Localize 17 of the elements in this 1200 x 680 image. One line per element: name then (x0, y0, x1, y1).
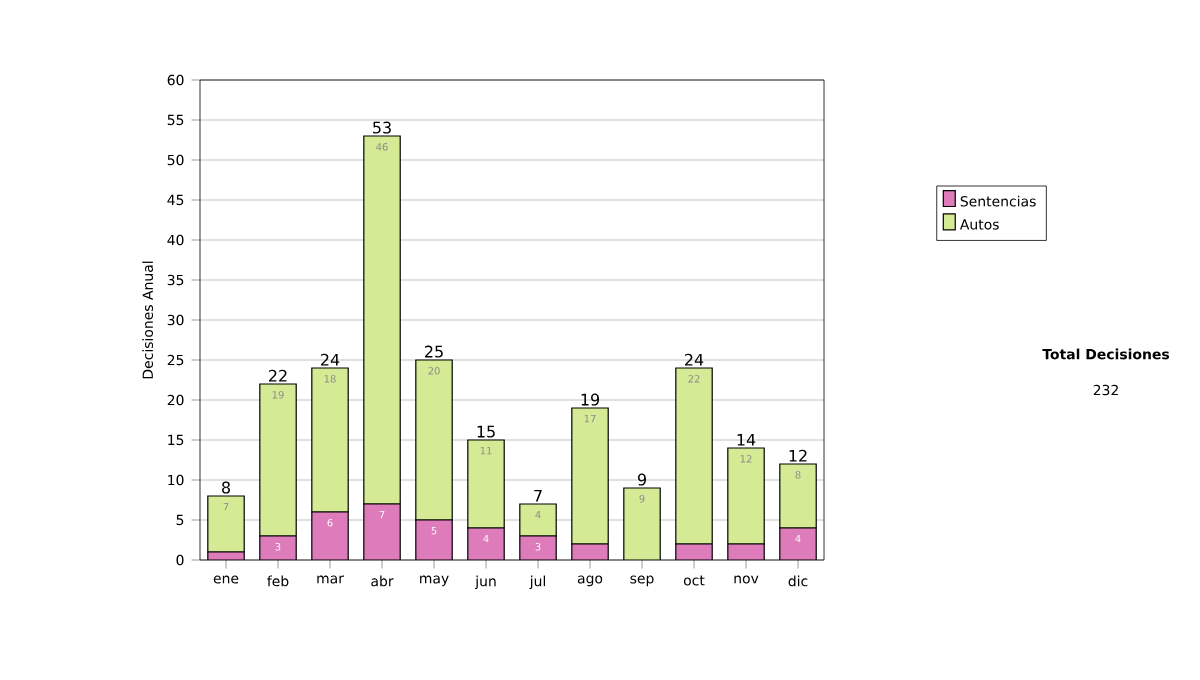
bar (467, 528, 505, 560)
bar (519, 503, 557, 537)
bar (363, 135, 401, 505)
bar (779, 463, 817, 529)
bar (207, 495, 245, 553)
bar (363, 504, 401, 560)
bar (623, 488, 661, 560)
bar (259, 383, 297, 537)
bar (727, 447, 765, 545)
bar (311, 367, 349, 513)
bar (311, 512, 349, 560)
bar (571, 407, 609, 545)
bar (415, 359, 453, 521)
bar (779, 527, 817, 560)
bar (675, 367, 713, 545)
bar (415, 520, 453, 560)
bar (467, 439, 505, 529)
